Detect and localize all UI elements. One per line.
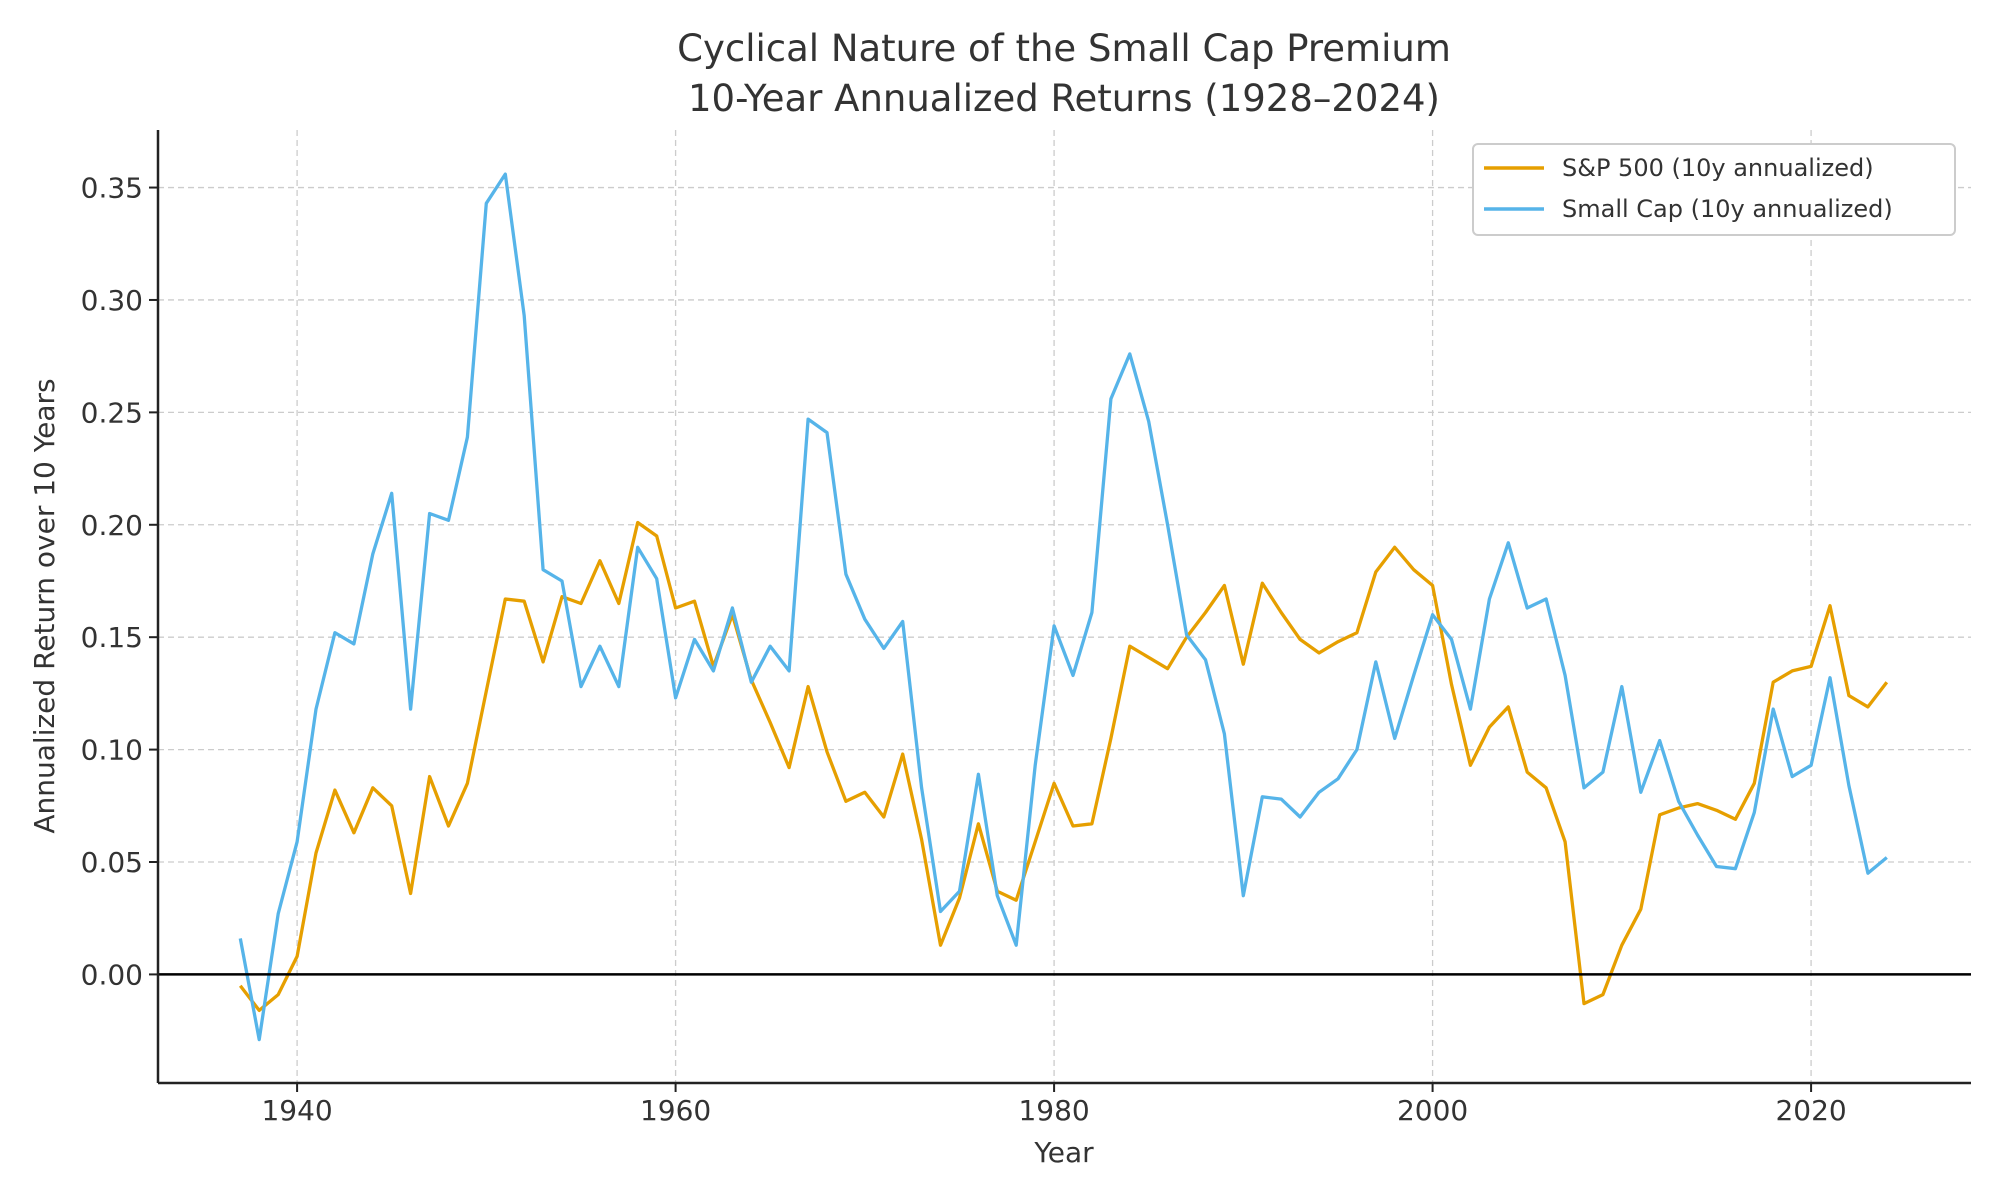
x-tick-label: 1980 xyxy=(1018,1094,1089,1127)
series-line-0 xyxy=(238,520,1889,1013)
y-tick-label: 0.15 xyxy=(81,621,143,654)
series-line-1 xyxy=(238,172,1888,1042)
x-tick-label: 2020 xyxy=(1775,1094,1846,1127)
x-axis-label: Year xyxy=(1033,1136,1094,1169)
x-tick-label: 1960 xyxy=(640,1094,711,1127)
axes: 1940 1960 1980 2000 2020 0.00 0.05 0.10 0.15 0.20… xyxy=(81,130,1971,1127)
legend-box xyxy=(1472,143,1956,236)
series-lines xyxy=(238,172,1889,1042)
y-axis-label: Annualized Return over 10 Years xyxy=(28,378,61,833)
chart-subtitle: 10-Year Annualized Returns (1928–2024) xyxy=(688,77,1440,120)
legend-label-sp500: S&P 500 (10y annualized) xyxy=(1562,154,1874,182)
legend-label-smallcap: Small Cap (10y annualized) xyxy=(1562,195,1893,223)
y-tick-label: 0.35 xyxy=(81,172,143,205)
y-tick-label: 0.20 xyxy=(81,509,143,542)
y-tick-label: 0.25 xyxy=(81,396,143,429)
x-tick-label: 1940 xyxy=(261,1094,332,1127)
y-tick-label: 0.10 xyxy=(81,734,143,767)
grid xyxy=(158,130,1971,1083)
legend: S&P 500 (10y annualized) Small Cap (10y … xyxy=(1472,143,1956,236)
y-tick-label: 0.00 xyxy=(81,958,143,991)
y-tick-label: 0.30 xyxy=(81,284,143,317)
y-tick-label: 0.05 xyxy=(81,846,143,879)
chart-title: Cyclical Nature of the Small Cap Premium xyxy=(677,27,1451,70)
x-tick-label: 2000 xyxy=(1397,1094,1468,1127)
